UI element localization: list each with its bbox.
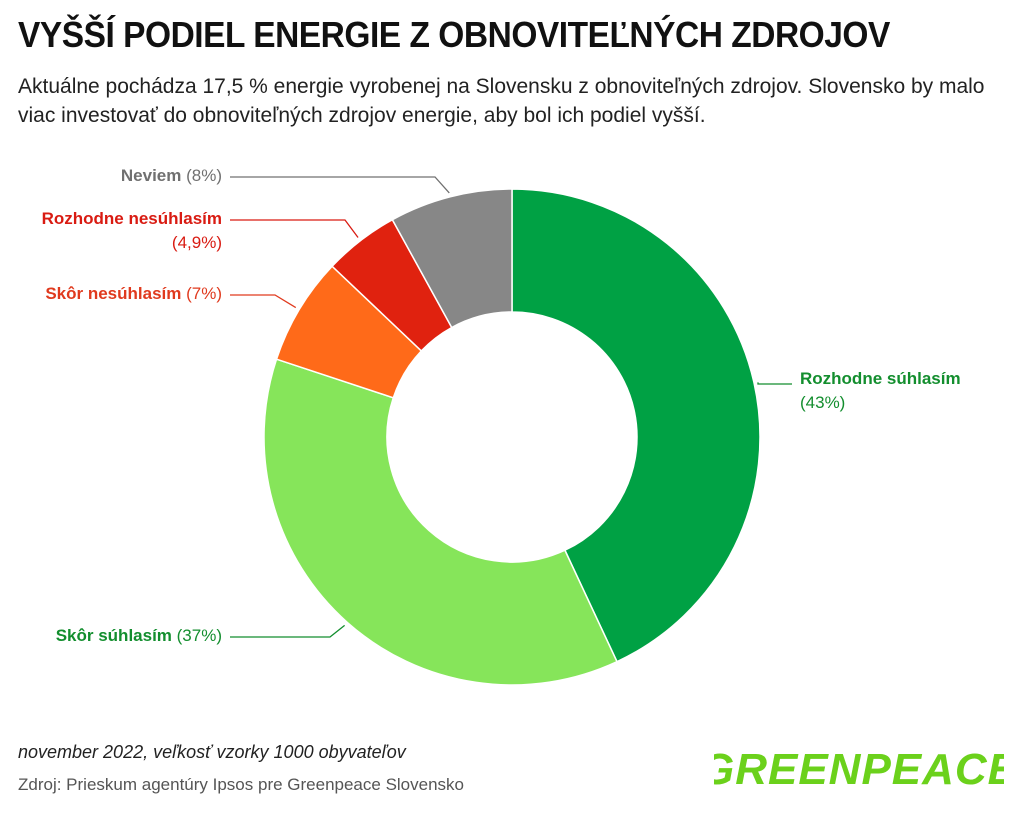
source-note: Zdroj: Prieskum agentúry Ipsos pre Green… [18, 775, 465, 794]
slice-neviem [391, 188, 513, 329]
slice-rozhodne-suhlasim [511, 188, 761, 663]
data-label-rozhodne-nesuhlasim: Rozhodne nesúhlasím (4,9%) [42, 209, 222, 252]
data-label-rozhodne-suhlasim: Rozhodne súhlasím (43%) [800, 369, 961, 412]
chart-subtitle: Aktuálne pochádza 17,5 % energie vyroben… [18, 75, 985, 127]
leader-line-rozhodne-nesuhlasim [230, 219, 359, 238]
chart-title: VYŠŠÍ PODIEL ENERGIE Z OBNOVITEĽNÝCH ZDR… [18, 14, 890, 55]
leader-line-skor-nesuhlasim [230, 294, 297, 309]
greenpeace-logo: GREENPEACE [714, 745, 1004, 794]
data-label-neviem: Neviem (8%) [121, 166, 222, 185]
greenpeace-logo-text: GREENPEACE [714, 745, 1004, 794]
survey-date-note: november 2022, veľkosť vzorky 1000 obyva… [18, 742, 406, 762]
slice-skor-suhlasim [263, 358, 618, 686]
leader-line-neviem [230, 176, 450, 194]
data-label-skor-suhlasim: Skôr súhlasím (37%) [56, 626, 222, 645]
leader-line-skor-suhlasim [230, 624, 346, 638]
data-label-skor-nesuhlasim: Skôr nesúhlasím (7%) [45, 284, 222, 303]
leader-line-rozhodne-suhlasim [757, 382, 792, 385]
